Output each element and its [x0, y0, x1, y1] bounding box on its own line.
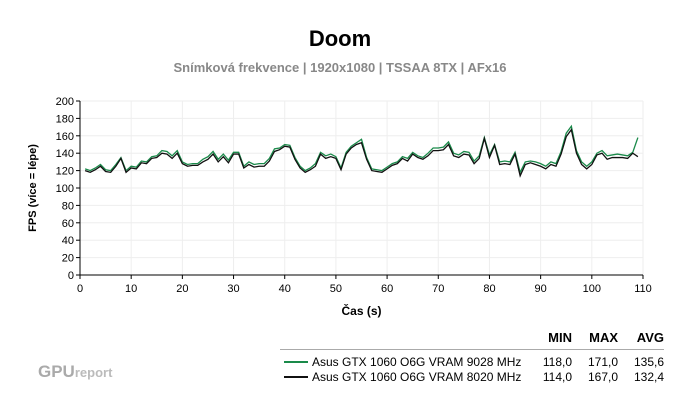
x-tick-label: 60: [381, 283, 393, 295]
x-tick-label: 100: [583, 283, 601, 295]
legend-swatch: [284, 375, 308, 378]
legend-min: 114,0: [542, 369, 572, 384]
x-tick-label: 50: [330, 283, 342, 295]
y-tick-label: 180: [56, 113, 74, 125]
chart-subtitle: Snímková frekvence | 1920x1080 | TSSAA 8…: [173, 60, 507, 75]
header-max: MAX: [589, 330, 618, 345]
legend-swatch: [284, 360, 308, 363]
legend-row: Asus GTX 1060 O6G VRAM 8020 MHz 114,0 16…: [280, 369, 664, 384]
legend-label: Asus GTX 1060 O6G VRAM 8020 MHz: [312, 369, 522, 384]
legend-max: 167,0: [587, 369, 618, 384]
line-chart: 0 20 40 60 80 100 120 140 160 180 200 0 10 20 30 40 50 60…: [27, 96, 652, 318]
x-tick-label: 30: [227, 283, 239, 295]
y-tick-label: 200: [56, 96, 74, 108]
x-tick-label: 10: [125, 283, 137, 295]
legend-min: 118,0: [542, 354, 572, 369]
x-tick-label: 0: [77, 283, 83, 295]
legend-max: 171,0: [587, 354, 618, 369]
series-line-0: [84, 124, 639, 175]
y-tick-label: 120: [56, 166, 74, 178]
chart-title: Doom: [308, 26, 372, 51]
y-tick-label: 100: [56, 183, 74, 195]
y-tick-label: 20: [62, 253, 74, 265]
header-min: MIN: [548, 330, 572, 345]
y-tick-label: 140: [56, 148, 74, 160]
x-tick-label: 40: [279, 283, 291, 295]
gpureport-logo: GPUreport: [38, 362, 113, 381]
legend-avg: 132,4: [633, 369, 664, 384]
legend: MIN MAX AVG Asus GTX 1060 O6G VRAM 9028 …: [280, 330, 664, 384]
legend-header: MIN MAX AVG: [280, 330, 664, 350]
x-tick-label: 110: [634, 283, 652, 295]
x-tick-label: 70: [432, 283, 444, 295]
y-tick-label: 80: [62, 200, 74, 212]
legend-avg: 135,6: [633, 354, 664, 369]
header-avg: AVG: [636, 330, 664, 345]
series-line-1: [84, 128, 639, 178]
legend-row: Asus GTX 1060 O6G VRAM 9028 MHz 118,0 17…: [280, 354, 664, 369]
y-axis-label: FPS (více = lépe): [27, 144, 39, 232]
x-tick-label: 80: [483, 283, 495, 295]
x-axis-label: Čas (s): [341, 303, 381, 318]
legend-label: Asus GTX 1060 O6G VRAM 9028 MHz: [312, 354, 522, 369]
x-tick-label: 90: [535, 283, 547, 295]
y-tick-label: 0: [68, 270, 74, 282]
y-tick-label: 40: [62, 235, 74, 247]
y-tick-label: 60: [62, 218, 74, 230]
x-tick-label: 20: [176, 283, 188, 295]
y-tick-label: 160: [56, 131, 74, 143]
